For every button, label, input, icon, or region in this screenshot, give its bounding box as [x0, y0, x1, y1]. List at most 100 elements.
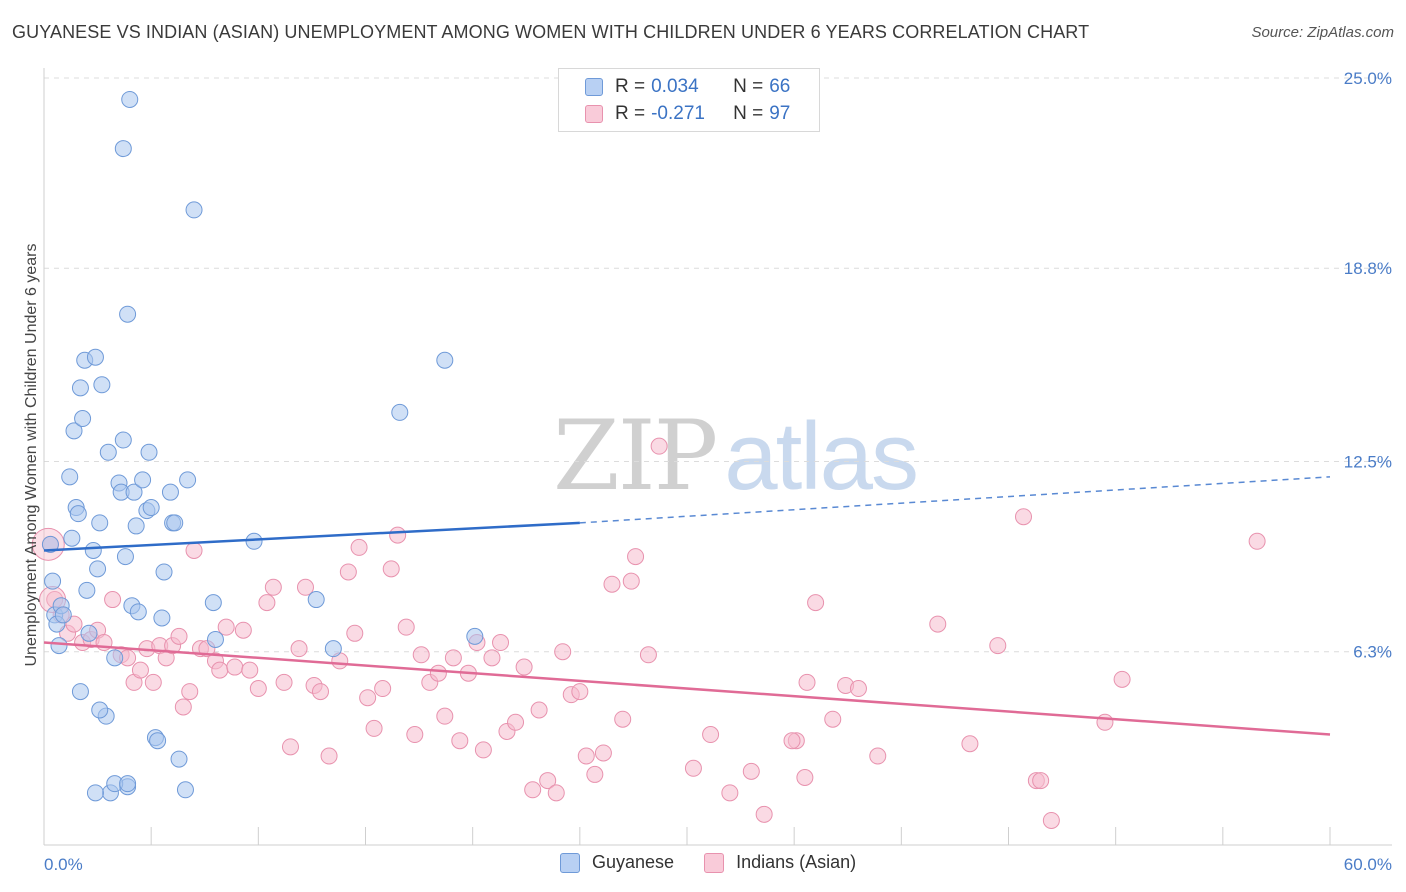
y-tick-label: 6.3%	[1353, 643, 1392, 662]
x-tick-label: 0.0%	[44, 855, 83, 874]
indian-point	[530, 701, 548, 719]
indian-point	[444, 649, 462, 667]
guyanese-point	[93, 376, 111, 394]
indian-point	[249, 680, 267, 698]
indian-point	[241, 661, 259, 679]
guyanese-point	[80, 624, 98, 642]
indian-point	[406, 726, 424, 744]
indian-point	[554, 643, 572, 661]
guyanese-point	[74, 410, 92, 428]
y-tick-label: 25.0%	[1344, 69, 1392, 88]
indian-point	[524, 781, 542, 799]
guyanese-point	[206, 630, 224, 648]
indian-point	[1015, 508, 1033, 526]
guyanese-point	[41, 535, 59, 553]
indian-point	[1113, 670, 1131, 688]
indian-point	[849, 680, 867, 698]
indian-point	[796, 769, 814, 787]
y-tick-label: 12.5%	[1344, 453, 1392, 472]
indian-point	[217, 618, 235, 636]
guyanese-point	[119, 775, 137, 793]
guyanese-point	[140, 443, 158, 461]
indian-point	[961, 735, 979, 753]
guyanese-point	[134, 471, 152, 489]
indian-point	[359, 689, 377, 707]
guyanese-point	[91, 701, 109, 719]
indian-point	[586, 765, 604, 783]
indian-point	[1042, 811, 1060, 829]
x-tick-label: 60.0%	[1344, 855, 1392, 874]
guyanese-point	[116, 548, 134, 566]
guyanese-point	[91, 514, 109, 532]
indian-point	[507, 713, 525, 731]
n-label: N =	[733, 103, 764, 124]
indian-point	[650, 437, 668, 455]
indian-point	[929, 615, 947, 633]
guyanese-point	[127, 517, 145, 535]
indian-point	[577, 747, 595, 765]
guyanese-point	[149, 732, 167, 750]
indian-point	[234, 621, 252, 639]
guyanese-point	[86, 784, 104, 802]
indian-point	[275, 673, 293, 691]
indian-point	[515, 658, 533, 676]
axis-labels: 6.3% 12.5% 18.8% 25.0% 0.0% 60.0% Unemployment…	[23, 69, 1392, 874]
indian-point	[1032, 772, 1050, 790]
guyanese-point	[179, 471, 197, 489]
guyanese-point	[63, 529, 81, 547]
chart-title: GUYANESE VS INDIAN (ASIAN) UNEMPLOYMENT …	[12, 22, 1090, 42]
guyanese-point	[61, 468, 79, 486]
guyanese-point	[78, 581, 96, 599]
guyanese-point	[176, 781, 194, 799]
indian-point	[571, 683, 589, 701]
guyanese-point	[71, 379, 89, 397]
guyanese-point	[89, 560, 107, 578]
indian-point	[702, 726, 720, 744]
indian-point	[382, 560, 400, 578]
source-label: Source: ZipAtlas.com	[1251, 24, 1394, 41]
indian-point	[627, 548, 645, 566]
guyanese-point	[54, 606, 72, 624]
indian-point	[603, 575, 621, 593]
indian-label: Indians (Asian)	[736, 852, 857, 872]
guyanese-point	[114, 431, 132, 449]
watermark-atlas: atlas	[724, 403, 919, 510]
indian-point	[397, 618, 415, 636]
indian-point	[783, 732, 801, 750]
guyanese-point	[245, 532, 263, 550]
guyanese-trend-line	[43, 521, 580, 552]
indian-point	[474, 741, 492, 759]
indian-point	[436, 707, 454, 725]
guyanese-swatch	[585, 78, 603, 96]
legend-item-guyanese: Guyanese	[560, 852, 674, 873]
y-axis-title: Unemployment Among Women with Children U…	[23, 243, 40, 666]
indian-point	[365, 719, 383, 737]
guyanese-trend-extension	[579, 476, 1331, 524]
indian-point	[264, 578, 282, 596]
guyanese-points	[41, 90, 484, 802]
indian-point	[174, 698, 192, 716]
indian-point	[389, 526, 407, 544]
indian-point	[492, 634, 510, 652]
guyanese-point	[114, 140, 132, 158]
indian-point	[339, 563, 357, 581]
r-label: R =	[615, 76, 646, 97]
guyanese-point	[119, 305, 137, 323]
guyanese-point	[129, 603, 147, 621]
guyanese-point	[436, 351, 454, 369]
r-value: -0.271	[651, 103, 705, 124]
guyanese-point	[307, 591, 325, 609]
indian-point	[684, 759, 702, 777]
guyanese-swatch	[560, 852, 580, 873]
indian-point	[181, 683, 199, 701]
guyanese-point	[204, 594, 222, 612]
indian-point	[281, 738, 299, 756]
trend-lines	[43, 476, 1331, 736]
guyanese-point	[185, 201, 203, 219]
indian-point	[296, 578, 314, 596]
indian-point	[622, 572, 640, 590]
indian-point	[755, 805, 773, 823]
indian-point	[742, 762, 760, 780]
guyanese-point	[84, 541, 102, 559]
